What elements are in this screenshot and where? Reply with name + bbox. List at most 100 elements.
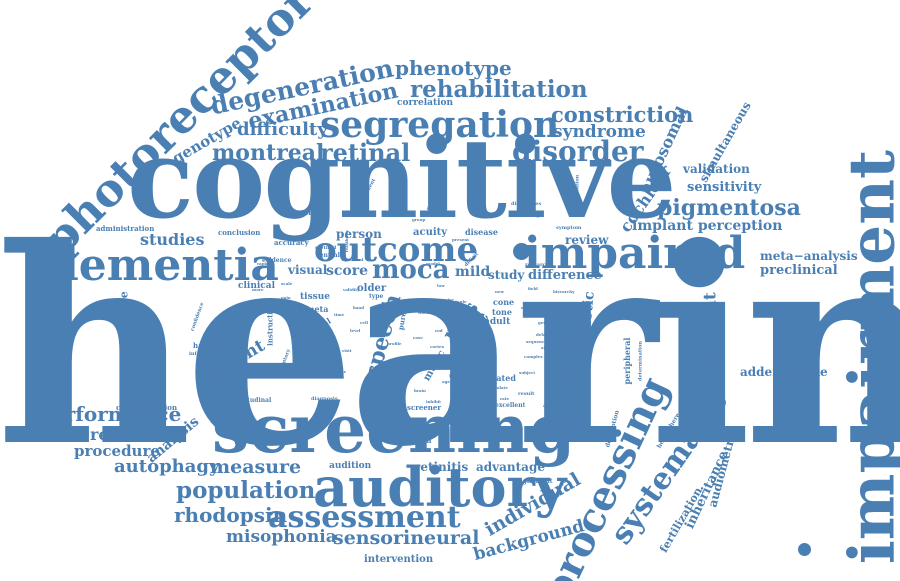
word-profile: profile: [387, 341, 402, 346]
word-audition: audition: [329, 461, 372, 471]
word-case: case: [413, 335, 423, 340]
word-variant: variant: [555, 380, 571, 385]
word-phenotype: phenotype: [395, 56, 512, 80]
word-auditory: auditory: [313, 455, 567, 519]
word-damage: damage: [306, 364, 328, 370]
word-field: field: [528, 286, 538, 291]
word-digit: digit: [306, 340, 327, 350]
word-method: method: [315, 245, 337, 251]
word-difficulty: difficulty: [237, 119, 328, 140]
word-function: function: [551, 303, 570, 308]
word-retinal: retinal: [320, 138, 411, 167]
word-hearing: hearing: [0, 188, 900, 506]
word-sensorineural: sensorineural: [333, 527, 480, 549]
word-montreal: montreal: [212, 140, 325, 166]
word-diagnosis: diagnosis: [311, 396, 338, 402]
word-isolate: isolate: [493, 385, 508, 390]
word-screening: screening: [212, 390, 576, 468]
word-mislocalisation: mislocalisation: [574, 174, 581, 218]
word-accuracy: accuracy: [274, 238, 309, 247]
word-hierarchy: hierarchy: [553, 289, 575, 294]
word-noise: noise: [442, 297, 454, 302]
word-usher: usher: [369, 365, 401, 376]
word-gene: gene: [538, 320, 549, 325]
word-recessive: recessive: [90, 425, 173, 444]
word-validation: validation: [683, 162, 750, 176]
word-adult: adult: [484, 317, 511, 327]
word-subject: subject: [519, 370, 536, 375]
word-presence: presence: [326, 369, 347, 374]
word-tissue: tissue: [300, 292, 330, 302]
word-scale: scale: [281, 281, 293, 286]
word-difference: difference: [528, 268, 602, 283]
word-significant: significant: [517, 478, 553, 485]
word-problem: problem: [295, 208, 328, 217]
word-more: more: [252, 287, 264, 292]
word-abnormal: abnormal: [342, 257, 364, 262]
word-impaired: impaired: [524, 228, 746, 279]
word-peripheral: peripheral: [622, 337, 632, 385]
word-correlation: correlation: [397, 98, 454, 108]
word-signal: signal: [442, 310, 456, 315]
word-intervention: intervention: [364, 554, 434, 565]
word-evidence: evidence: [262, 257, 292, 264]
word-rod: rod: [435, 328, 443, 333]
word-adaption: adaption: [397, 436, 432, 445]
word-population: population: [176, 477, 316, 504]
word-cognitive: cognitive: [127, 114, 677, 243]
word-pitch: pitch: [398, 359, 410, 364]
word-disorder: disorder: [512, 135, 644, 168]
word-ability: ability: [307, 354, 329, 361]
word-meta-analysis: meta−analysis: [760, 249, 858, 263]
word-difficulties: difficulties: [511, 201, 542, 207]
word-cortex: cortex: [430, 344, 444, 349]
word-measure: measure: [210, 456, 302, 478]
word-administration: administration: [96, 224, 155, 233]
word-dementia: dementia: [48, 240, 279, 291]
word-present: present: [452, 237, 470, 242]
word-inhibit: inhibit: [426, 399, 442, 404]
word-research: research: [525, 262, 550, 268]
word-procedure: procedure: [74, 442, 160, 460]
word-model: model: [426, 261, 440, 266]
word-single: single: [453, 299, 467, 304]
word-complex: complex: [524, 354, 543, 359]
word-score: score: [326, 263, 369, 279]
word-autophagy: autophagy: [114, 456, 220, 477]
word-word: word: [418, 310, 430, 315]
word-central: central: [316, 252, 340, 259]
word-test: test: [444, 314, 458, 334]
word-survival: survival: [461, 385, 479, 390]
word-handheld: handheld: [193, 341, 230, 350]
word-study: study: [488, 268, 525, 282]
word-studies: studies: [140, 230, 205, 249]
word-factor: factor: [392, 380, 406, 385]
word-visual: visual: [288, 263, 328, 277]
word-band: band: [353, 305, 365, 310]
word-constriction: constriction: [551, 102, 694, 127]
word-sequence: sequence: [526, 339, 547, 344]
word-new: new: [495, 289, 504, 294]
word-mutation: mutation: [521, 305, 542, 310]
word-feasibility: feasibility: [344, 229, 349, 253]
word-clinical: clinical: [238, 281, 276, 291]
word-rehabilitation: rehabilitation: [410, 76, 588, 103]
word-metric: metric: [369, 377, 399, 387]
word-mild: mild: [455, 264, 491, 280]
word-symptom: symptom: [556, 225, 582, 231]
word-instruction: instruction: [265, 302, 275, 346]
word-performance: performance: [38, 402, 182, 426]
word-validity: validity: [343, 287, 360, 292]
word-syndrome: syndrome: [553, 122, 646, 142]
word-brain: brain: [414, 388, 426, 393]
word-treatment: treatment: [700, 292, 721, 388]
word-advantage: advantage: [476, 460, 545, 474]
word-standard: standard: [381, 402, 406, 408]
word-communication: communication: [116, 403, 178, 412]
word-potential: potential: [470, 405, 496, 411]
word-impairment: impairment: [834, 149, 900, 565]
word-older: older: [357, 283, 387, 294]
word-conclusion: conclusion: [218, 228, 261, 237]
word-group: group: [412, 217, 426, 222]
word-rhodopsin: rhodopsin: [174, 503, 288, 527]
